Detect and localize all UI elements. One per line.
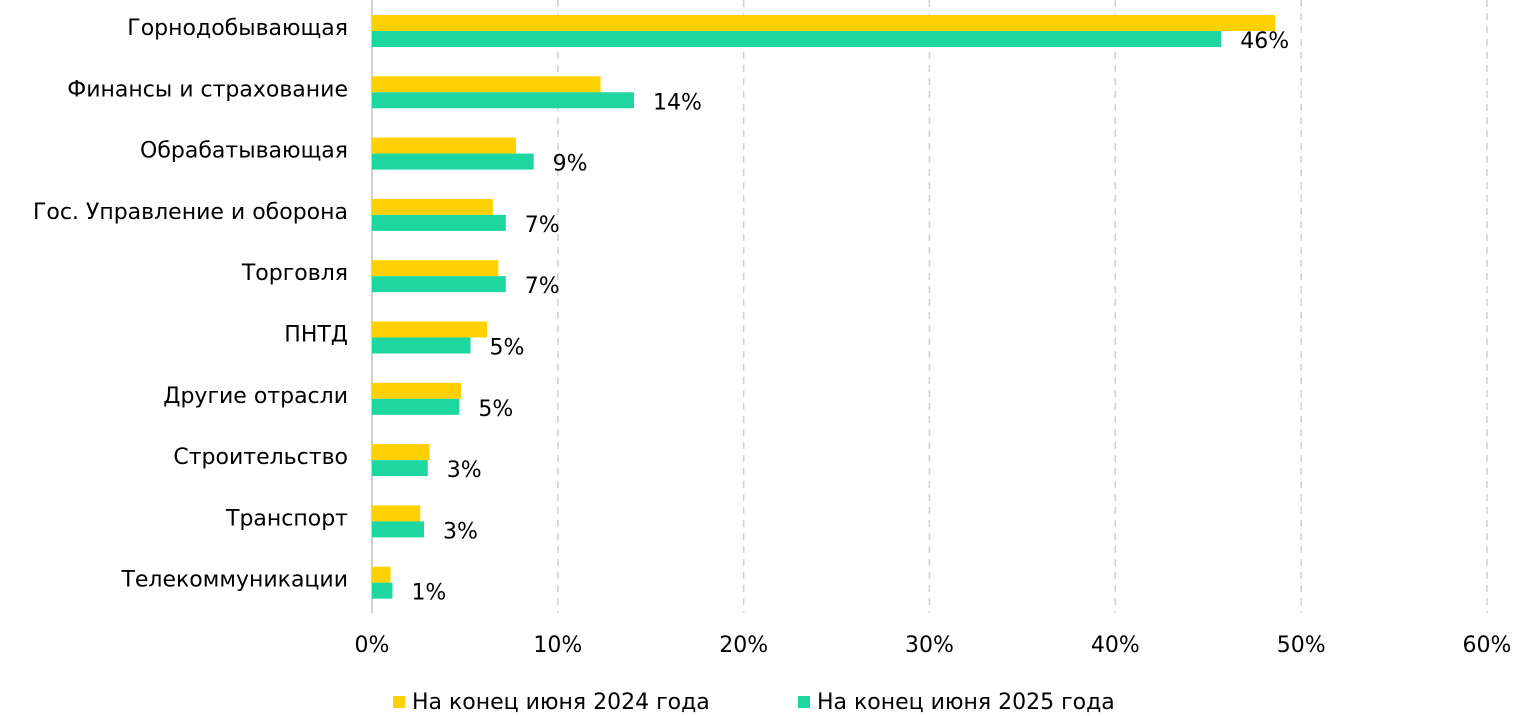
- bar: [372, 521, 425, 538]
- y-tick-label: Горнодобывающая: [127, 16, 348, 41]
- bar: [372, 505, 421, 522]
- value-label: 1%: [411, 581, 446, 606]
- bar: [372, 137, 517, 154]
- bar: [372, 276, 506, 293]
- bar: [372, 153, 534, 170]
- bar: [372, 214, 506, 231]
- legend-swatch: [798, 696, 810, 708]
- bar: [372, 198, 493, 215]
- value-label: 7%: [525, 213, 560, 238]
- value-label: 46%: [1240, 29, 1289, 54]
- y-tick-label: Строительство: [173, 445, 348, 470]
- bar: [372, 76, 601, 93]
- y-tick-label: ПНТД: [284, 323, 348, 348]
- y-tick-label: Обрабатывающая: [140, 139, 348, 164]
- x-tick-label: 40%: [1091, 633, 1140, 658]
- x-tick-label: 10%: [533, 633, 582, 658]
- y-tick-label: Другие отрасли: [163, 384, 348, 409]
- legend-swatch: [393, 696, 405, 708]
- y-tick-label: Торговля: [241, 261, 348, 286]
- value-label: 3%: [443, 519, 478, 544]
- value-label: 3%: [447, 458, 482, 483]
- y-tick-label: Финансы и страхование: [67, 77, 348, 102]
- value-label: 14%: [653, 90, 702, 115]
- x-tick-label: 50%: [1277, 633, 1326, 658]
- bar: [372, 92, 635, 109]
- x-tick-label: 30%: [905, 633, 954, 658]
- bar: [372, 444, 430, 461]
- value-label: 5%: [489, 336, 524, 361]
- bar: [372, 398, 460, 415]
- bar: [372, 260, 499, 277]
- bar: [372, 566, 391, 583]
- value-label: 7%: [525, 274, 560, 299]
- y-tick-label: Телекоммуникации: [120, 568, 348, 593]
- y-tick-label: Гос. Управление и оборона: [33, 200, 348, 225]
- bar: [372, 31, 1222, 47]
- value-label: 5%: [478, 397, 513, 422]
- x-tick-label: 60%: [1463, 633, 1512, 658]
- bar: [372, 337, 471, 354]
- legend-label: На конец июня 2024 года: [412, 690, 710, 715]
- bar: [372, 582, 393, 599]
- y-tick-label: Транспорт: [225, 506, 348, 531]
- x-tick-label: 20%: [719, 633, 768, 658]
- bar: [372, 460, 428, 477]
- bar: [372, 15, 1276, 31]
- value-label: 9%: [553, 152, 588, 177]
- legend-label: На конец июня 2025 года: [817, 690, 1115, 715]
- bar: [372, 382, 462, 399]
- x-tick-label: 0%: [355, 633, 390, 658]
- bar: [372, 321, 488, 338]
